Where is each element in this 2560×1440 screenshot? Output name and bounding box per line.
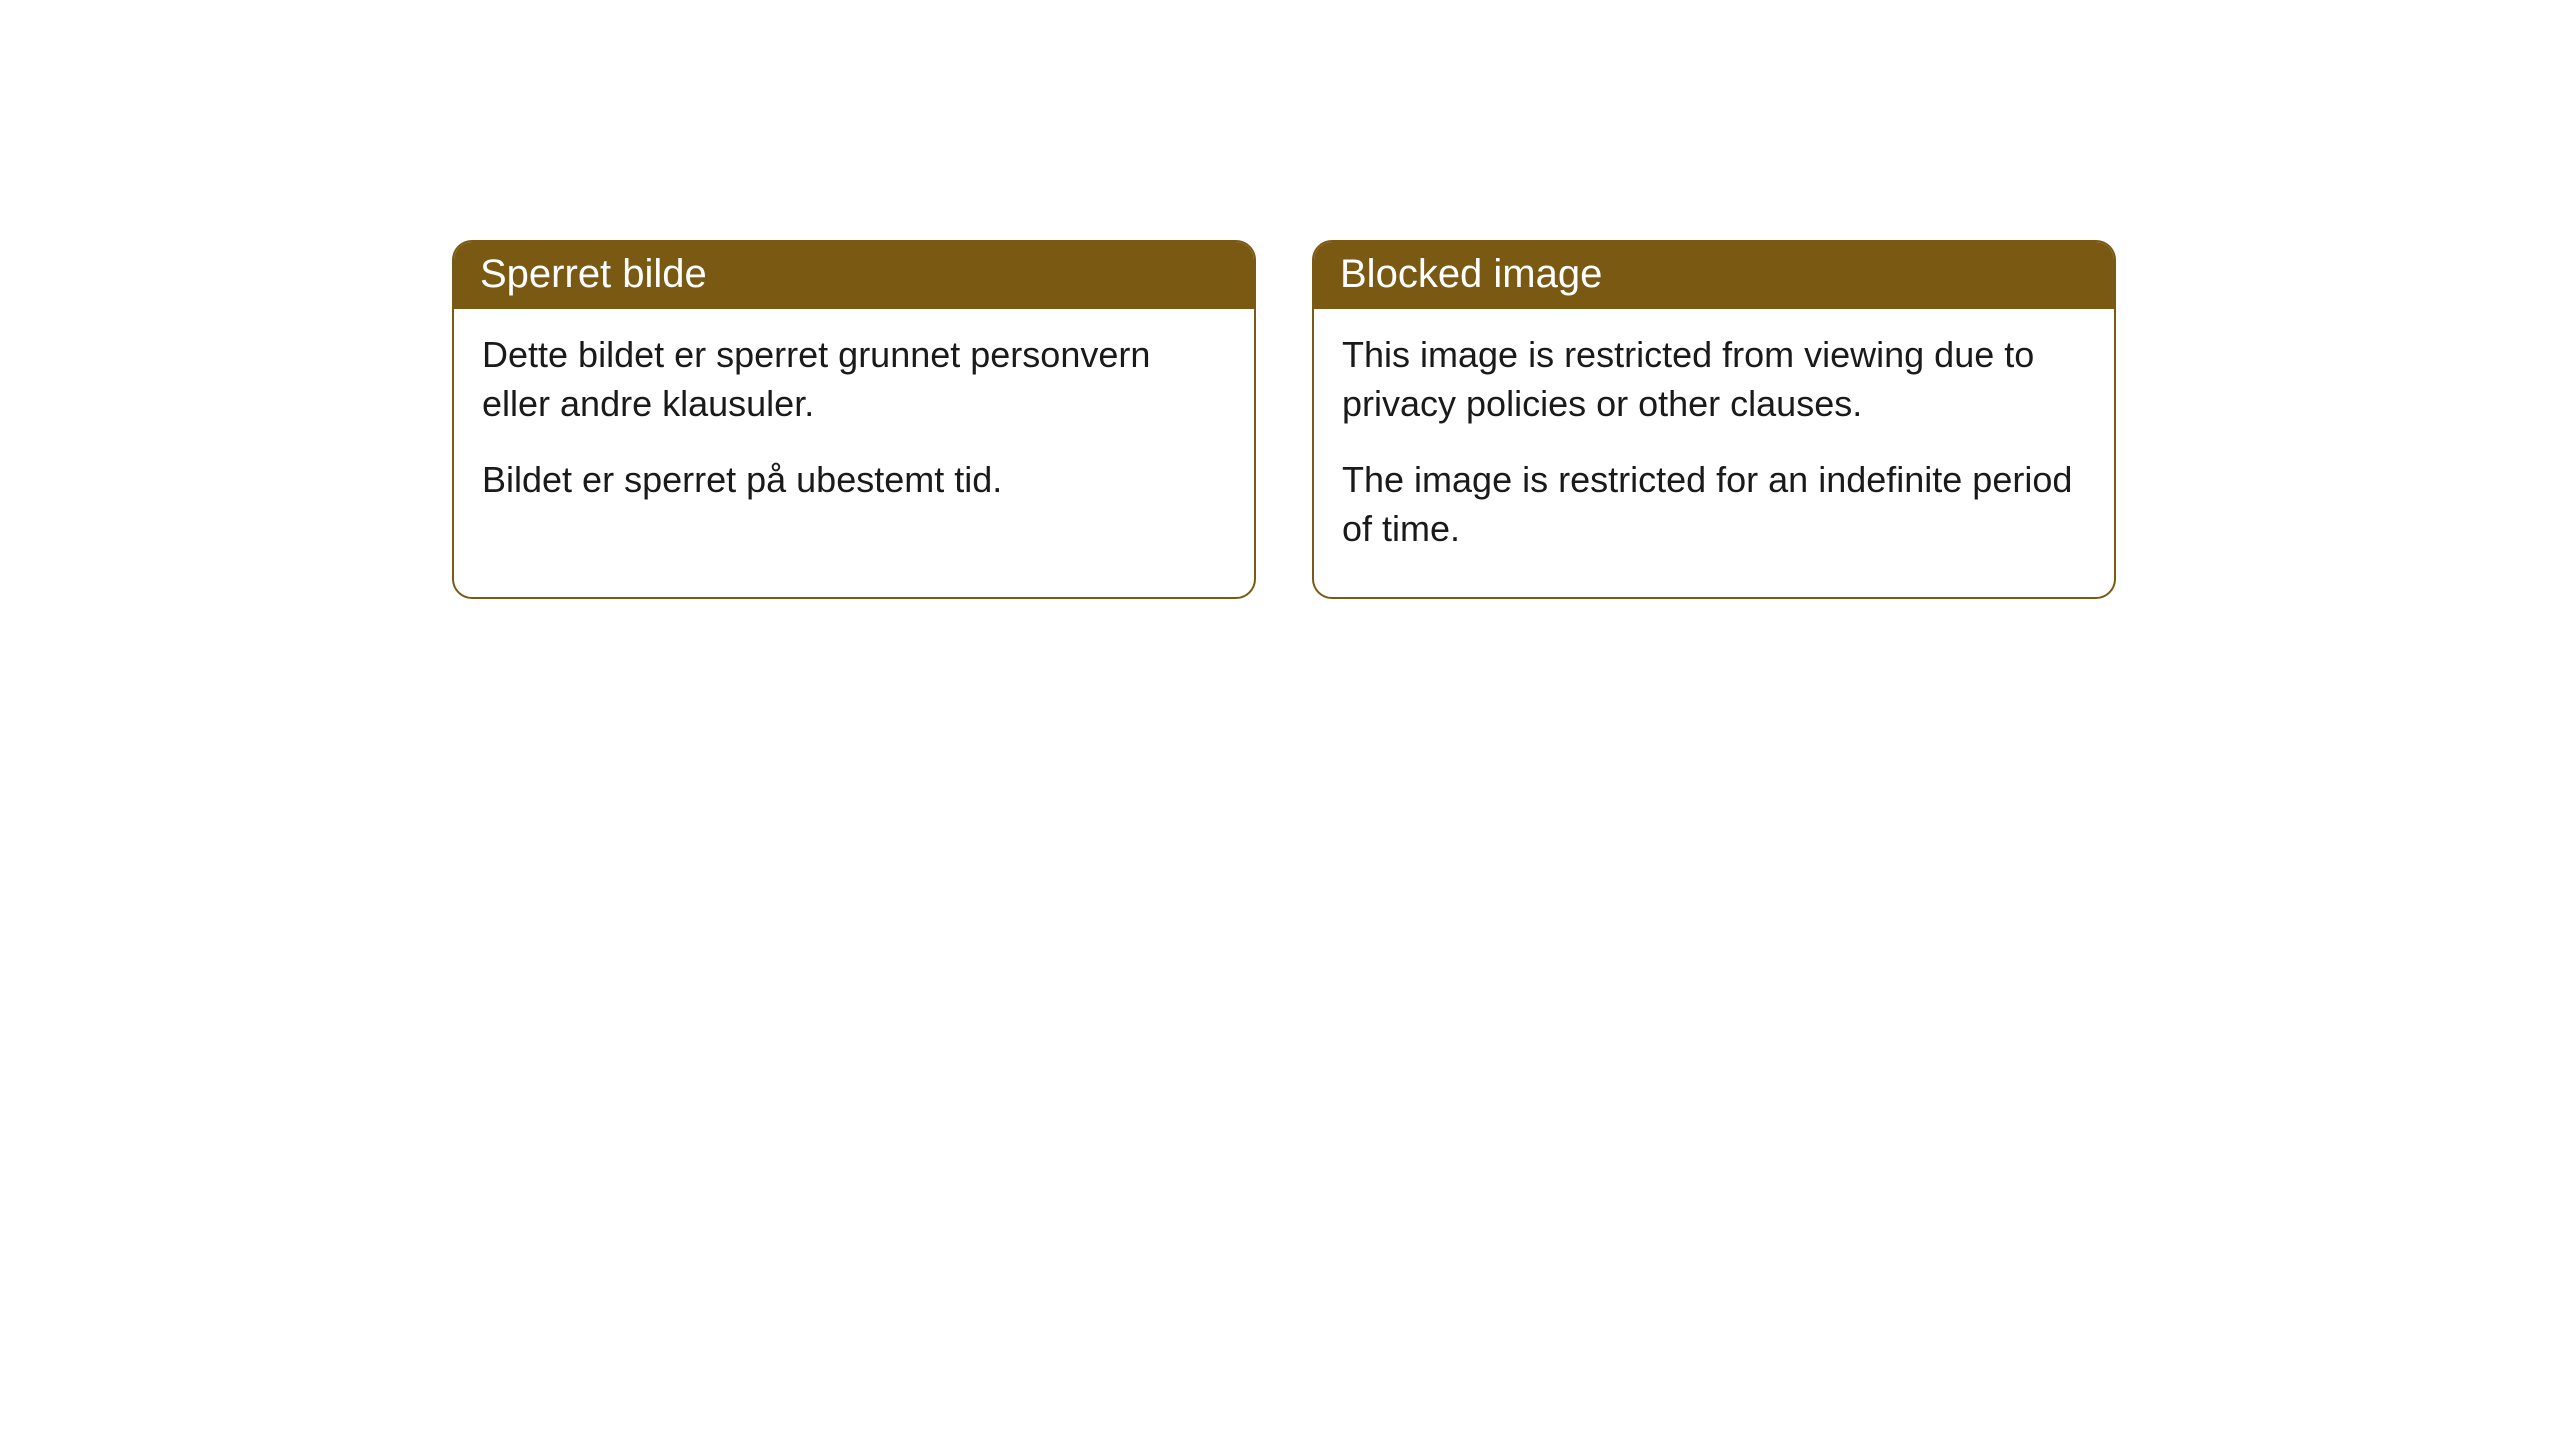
card-english-para1: This image is restricted from viewing du… — [1342, 331, 2086, 428]
card-norwegian-para2: Bildet er sperret på ubestemt tid. — [482, 456, 1226, 505]
card-norwegian: Sperret bilde Dette bildet er sperret gr… — [452, 240, 1256, 599]
card-norwegian-para1: Dette bildet er sperret grunnet personve… — [482, 331, 1226, 428]
card-body-norwegian: Dette bildet er sperret grunnet personve… — [454, 309, 1254, 549]
card-body-english: This image is restricted from viewing du… — [1314, 309, 2114, 597]
card-english: Blocked image This image is restricted f… — [1312, 240, 2116, 599]
cards-container: Sperret bilde Dette bildet er sperret gr… — [452, 240, 2560, 599]
card-english-para2: The image is restricted for an indefinit… — [1342, 456, 2086, 553]
card-header-norwegian: Sperret bilde — [454, 242, 1254, 309]
card-header-english: Blocked image — [1314, 242, 2114, 309]
